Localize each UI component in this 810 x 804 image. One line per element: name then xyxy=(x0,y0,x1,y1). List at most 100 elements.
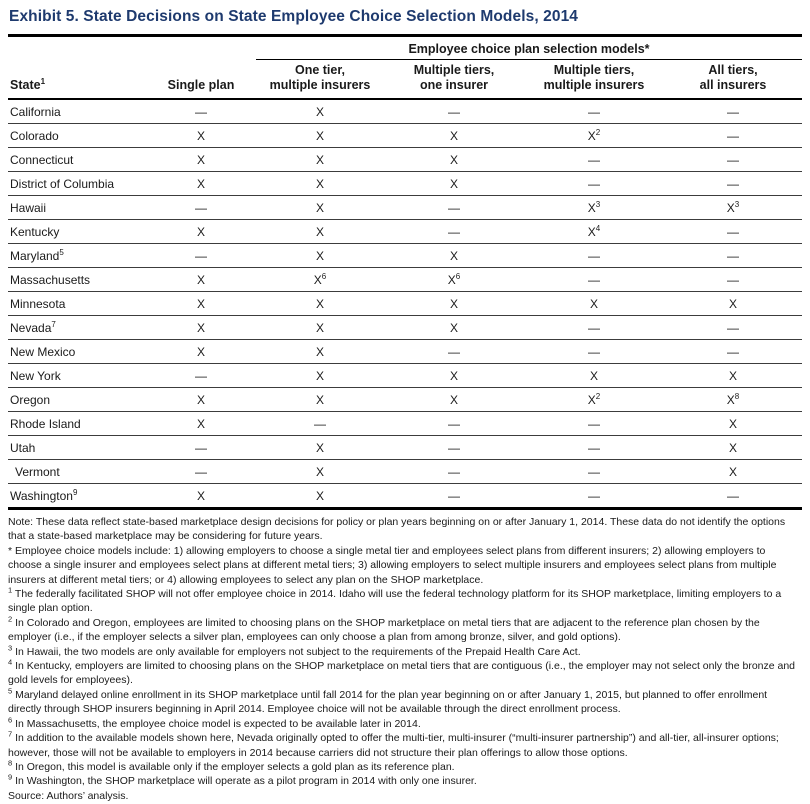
table-row: Massachusetts X X6 X6— — xyxy=(8,267,802,292)
cell-value: — xyxy=(146,459,256,484)
cell-value: X xyxy=(256,363,384,388)
footnote: 8 In Oregon, this model is available onl… xyxy=(8,758,455,773)
footnote: 4 In Kentucky, employers are limited to … xyxy=(8,657,796,687)
cell-value: X xyxy=(256,171,384,196)
column-header: Multiple tiers, one insurer xyxy=(384,59,524,100)
cell-value: X xyxy=(146,171,256,196)
cell-value: X xyxy=(256,483,384,509)
table-header: Employee choice plan selection models* S… xyxy=(8,35,802,100)
cell-value: — xyxy=(448,104,460,119)
cell-value: — xyxy=(524,339,664,364)
cell-value: — xyxy=(524,411,664,436)
cell-value: — xyxy=(384,483,524,509)
cell-value: — xyxy=(384,435,524,460)
state-name: Minnesota xyxy=(8,291,146,316)
cell-value: — xyxy=(588,104,600,119)
cell-value: X6 xyxy=(384,267,524,292)
cell-value: X xyxy=(146,147,256,172)
cell-value: — xyxy=(664,243,802,268)
cell-value: X xyxy=(315,104,324,119)
state-name: Kentucky xyxy=(8,219,146,244)
blank-header-cell xyxy=(8,36,256,60)
cell-value: X xyxy=(664,435,802,460)
cell-value: X3 xyxy=(524,195,664,220)
cell-value: X xyxy=(256,339,384,364)
cell-value: X4 xyxy=(524,219,664,244)
cell-value: X xyxy=(384,363,524,388)
cell-value: X xyxy=(256,435,384,460)
column-header: Multiple tiers, multiple insurers xyxy=(524,59,664,100)
cell-value: — xyxy=(195,104,207,119)
cell-value: X xyxy=(524,363,664,388)
cell-value: X xyxy=(664,411,802,436)
state-name: Rhode Island xyxy=(8,411,146,436)
cell-value: X xyxy=(256,243,384,268)
cell-value: — xyxy=(146,195,256,220)
cell-value: X xyxy=(384,147,524,172)
cell-value: — xyxy=(664,339,802,364)
cell-value: — xyxy=(256,411,384,436)
cell-value: X xyxy=(384,291,524,316)
footnote: 7 In addition to the available models sh… xyxy=(8,729,779,759)
state-name: California xyxy=(10,104,61,119)
cell-value: X xyxy=(524,291,664,316)
cell-value: X xyxy=(384,123,524,148)
cell-value: — xyxy=(524,435,664,460)
footnote: 6 In Massachusetts, the employee choice … xyxy=(8,715,421,730)
state-name: Massachusetts xyxy=(8,267,146,292)
cell-value: X xyxy=(256,459,384,484)
cell-value: X2 xyxy=(524,387,664,412)
cell-value: X xyxy=(664,363,802,388)
state-name: Washington9 xyxy=(8,483,146,509)
cell-value: — xyxy=(664,123,802,148)
footnote: 9 In Washington, the SHOP marketplace wi… xyxy=(8,772,477,788)
cell-value: X xyxy=(664,459,802,484)
cell-value: — xyxy=(664,219,802,244)
cell-value: — xyxy=(146,243,256,268)
cell-value: X xyxy=(256,123,384,148)
cell-value: X8 xyxy=(664,387,802,412)
cell-value: X3 xyxy=(664,195,802,220)
cell-value: X xyxy=(146,483,256,509)
table-row: Nevada7 X X X — — xyxy=(8,315,802,340)
cell-value: — xyxy=(146,363,256,388)
cell-value: X xyxy=(256,291,384,316)
cell-value: — xyxy=(664,315,802,340)
table-row: Utah — X — — X xyxy=(8,435,802,460)
span-header: Employee choice plan selection models* xyxy=(256,35,802,60)
column-header: All tiers, all insurers xyxy=(664,59,802,100)
state-name: New Mexico xyxy=(8,339,146,364)
cell-value: X xyxy=(146,411,256,436)
footnote: * Employee choice models include: 1) all… xyxy=(8,544,777,586)
cell-value: — xyxy=(524,315,664,340)
column-header: Single plan xyxy=(146,59,256,100)
cell-value: — xyxy=(664,171,802,196)
footnote: 1 The federally facilitated SHOP will no… xyxy=(8,585,782,615)
state-name: Colorado xyxy=(8,123,146,148)
cell-value: X xyxy=(146,123,256,148)
span-header-label: Employee choice plan selection models* xyxy=(408,42,650,56)
cell-value: — xyxy=(384,459,524,484)
table-row: Minnesota X X X X X xyxy=(8,291,802,316)
cell-value: X xyxy=(384,387,524,412)
cell-value: — xyxy=(384,411,524,436)
cell-value: X xyxy=(384,315,524,340)
cell-value: X xyxy=(384,171,524,196)
table-row: Colorado X X X X2— xyxy=(8,123,802,148)
cell-value: — xyxy=(524,483,664,509)
cell-value: — xyxy=(664,483,802,509)
footnote: 2 In Colorado and Oregon, employees are … xyxy=(8,614,760,644)
cell-value: — xyxy=(524,243,664,268)
column-header: One tier, multiple insurers xyxy=(256,59,384,100)
state-name: Oregon xyxy=(8,387,146,412)
cell-value: X xyxy=(256,387,384,412)
state-name: Vermont xyxy=(8,459,146,484)
cell-value: X xyxy=(256,147,384,172)
cell-value: — xyxy=(384,339,524,364)
table-body: California — X — — — Colorado X X X X2— Connecticut… xyxy=(8,99,802,509)
table-row: Hawaii — X — X3 X3 xyxy=(8,195,802,220)
cell-value: X xyxy=(146,387,256,412)
column-header-row: State1 Single plan One tier, multiple insur… xyxy=(8,59,802,100)
state-name: Nevada7 xyxy=(8,315,146,340)
